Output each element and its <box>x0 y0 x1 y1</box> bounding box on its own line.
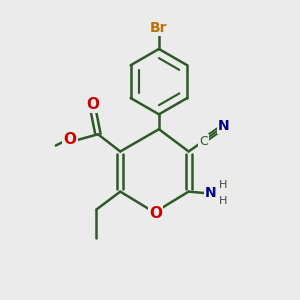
Text: O: O <box>64 132 76 147</box>
Text: O: O <box>86 97 99 112</box>
Text: H: H <box>219 180 227 190</box>
Text: C: C <box>199 136 208 148</box>
Text: N: N <box>218 118 230 133</box>
Text: H: H <box>219 196 227 206</box>
Text: O: O <box>149 206 162 221</box>
Text: N: N <box>205 185 217 200</box>
Text: Br: Br <box>150 20 168 34</box>
